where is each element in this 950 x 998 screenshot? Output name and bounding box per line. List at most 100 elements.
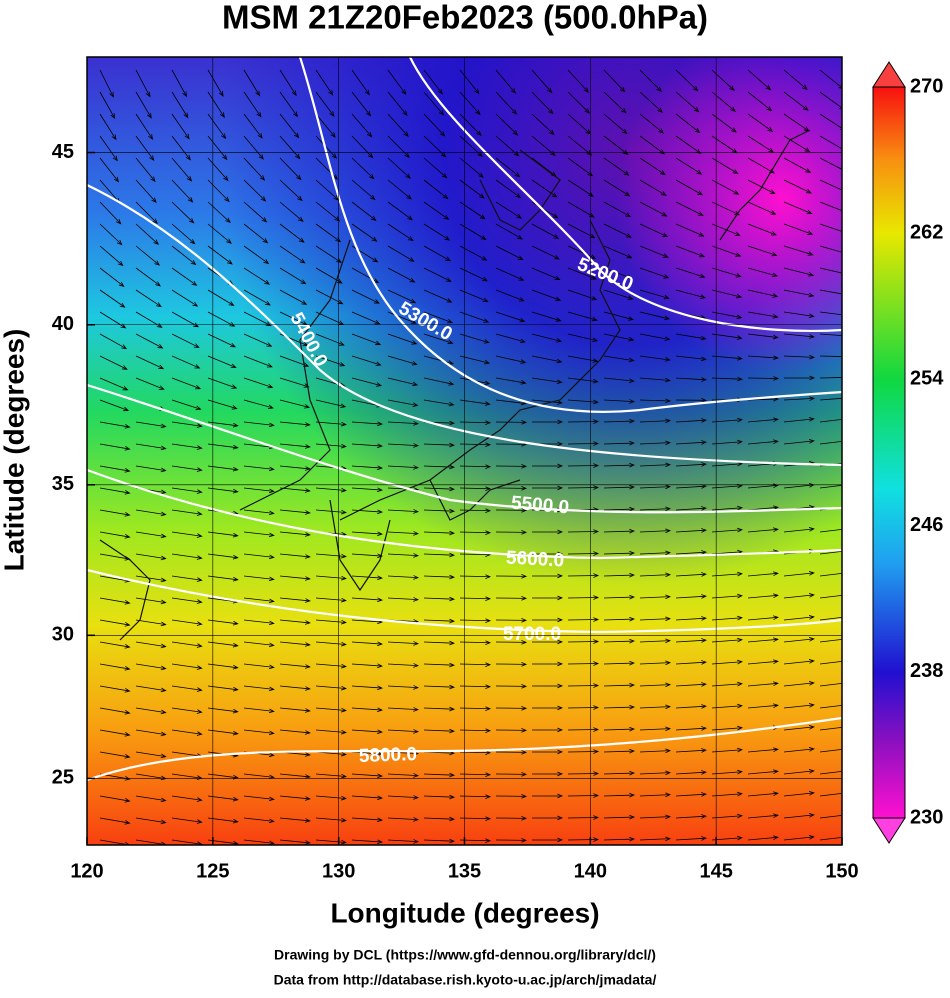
streamline-arrow bbox=[819, 333, 842, 337]
streamline-arrow bbox=[531, 639, 564, 645]
streamline-arrow bbox=[603, 638, 636, 644]
streamline-arrow bbox=[387, 663, 419, 668]
streamline-arrow bbox=[387, 113, 409, 138]
streamline-arrow bbox=[567, 837, 600, 842]
streamline-arrow bbox=[423, 618, 456, 624]
streamline-arrow bbox=[783, 375, 816, 381]
streamline-arrow bbox=[315, 707, 347, 713]
streamline-arrow bbox=[819, 377, 842, 379]
streamline-arrow bbox=[171, 91, 189, 119]
y-tick-label: 40 bbox=[52, 313, 74, 335]
streamline-arrow bbox=[171, 267, 198, 286]
streamline-arrow bbox=[567, 441, 600, 446]
streamline-arrow bbox=[531, 223, 560, 239]
streamline-arrow bbox=[675, 770, 707, 775]
streamline-arrow bbox=[387, 531, 419, 536]
streamline-arrow bbox=[315, 663, 347, 669]
streamline-arrow bbox=[603, 311, 635, 321]
streamline-arrow bbox=[603, 267, 634, 280]
streamline-arrow bbox=[135, 817, 167, 825]
streamline-arrow bbox=[603, 748, 636, 754]
streamline-arrow bbox=[747, 615, 779, 621]
streamline-arrow bbox=[711, 91, 736, 112]
streamline-arrow bbox=[351, 641, 383, 647]
streamline-arrow bbox=[171, 179, 194, 203]
streamline-arrow bbox=[423, 113, 446, 137]
streamline-arrow bbox=[459, 772, 492, 777]
streamline-arrow bbox=[387, 817, 419, 822]
streamline-arrow bbox=[675, 179, 704, 196]
streamline-arrow bbox=[423, 201, 450, 220]
streamline-arrow bbox=[243, 267, 271, 285]
streamline-arrow bbox=[423, 289, 453, 303]
streamline-arrow bbox=[423, 640, 456, 646]
streamline-arrow bbox=[387, 641, 419, 646]
streamline-arrow bbox=[819, 748, 842, 753]
streamline-arrow bbox=[387, 509, 419, 514]
streamline-arrow bbox=[747, 505, 779, 511]
streamline-arrow bbox=[459, 464, 492, 469]
streamline-arrow bbox=[279, 69, 297, 97]
streamline-arrow bbox=[135, 69, 151, 98]
streamline-arrow bbox=[639, 223, 669, 238]
streamline-arrow bbox=[675, 333, 707, 341]
streamline-arrow bbox=[747, 311, 779, 319]
streamline-arrow bbox=[639, 660, 671, 666]
streamline-arrow bbox=[603, 506, 636, 512]
streamline-arrow bbox=[423, 311, 454, 324]
streamline-arrow bbox=[747, 439, 779, 445]
streamline-arrow bbox=[747, 637, 779, 643]
streamline-arrow bbox=[423, 377, 455, 386]
streamline-arrow bbox=[531, 683, 564, 689]
streamline-arrow bbox=[495, 113, 519, 136]
streamline-arrow bbox=[603, 484, 636, 490]
streamline-arrow bbox=[243, 729, 275, 736]
streamline-arrow bbox=[315, 355, 346, 367]
y-tick-label: 45 bbox=[52, 141, 74, 163]
streamline-arrow bbox=[423, 442, 456, 448]
streamline-arrow bbox=[639, 113, 665, 134]
streamline-arrow bbox=[711, 201, 741, 216]
streamline-arrow bbox=[747, 747, 779, 753]
streamline-arrow bbox=[675, 91, 700, 113]
streamline-arrow bbox=[99, 707, 131, 715]
streamline-arrow bbox=[171, 729, 203, 736]
streamline-arrow bbox=[639, 550, 671, 556]
streamline-arrow bbox=[243, 707, 275, 714]
streamline-arrow bbox=[423, 530, 456, 536]
contour-label: 5600.0 bbox=[505, 548, 564, 572]
streamline-arrow bbox=[711, 245, 742, 257]
streamline-arrow bbox=[495, 617, 528, 623]
streamline-arrow bbox=[99, 795, 131, 803]
x-tick-label: 150 bbox=[825, 860, 858, 882]
streamline-arrow bbox=[387, 69, 407, 96]
streamline-arrow bbox=[171, 69, 187, 98]
streamline-arrow bbox=[783, 571, 815, 577]
streamline-arrow bbox=[747, 835, 779, 841]
streamline-arrow bbox=[711, 593, 743, 599]
streamline-arrow bbox=[207, 289, 235, 307]
streamline-arrow bbox=[279, 575, 311, 581]
streamline-arrow bbox=[423, 69, 443, 95]
streamline-arrow bbox=[423, 684, 456, 690]
streamline-arrow bbox=[747, 417, 779, 423]
streamline-arrow bbox=[603, 113, 628, 135]
streamline-arrow bbox=[603, 377, 635, 383]
streamline-arrow bbox=[279, 399, 311, 409]
streamline-arrow bbox=[171, 531, 203, 538]
streamline-arrow bbox=[603, 814, 636, 820]
streamline-arrow bbox=[639, 638, 671, 644]
streamline-arrow bbox=[351, 729, 383, 735]
streamline-arrow bbox=[783, 813, 815, 819]
streamline-arrow bbox=[171, 641, 203, 648]
streamline-arrow bbox=[171, 289, 199, 307]
streamline-arrow bbox=[243, 553, 275, 560]
y-tick-label: 25 bbox=[52, 767, 74, 789]
streamline-arrow bbox=[135, 289, 162, 308]
streamline-arrow bbox=[747, 201, 777, 215]
streamline-arrow bbox=[135, 553, 167, 561]
streamline-arrow bbox=[351, 69, 370, 96]
streamline-arrow bbox=[315, 839, 347, 845]
streamline-arrow bbox=[819, 682, 842, 687]
streamline-arrow bbox=[351, 223, 378, 242]
